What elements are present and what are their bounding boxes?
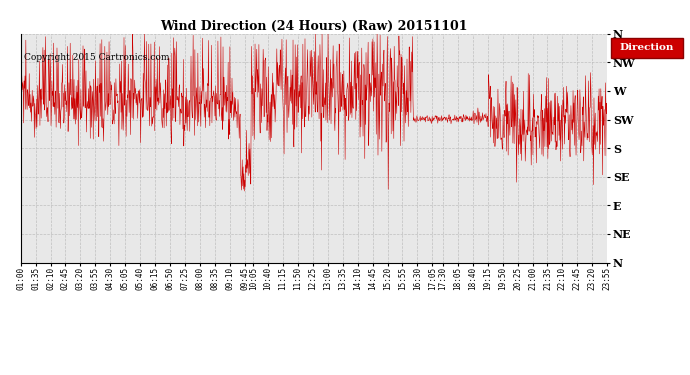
Title: Wind Direction (24 Hours) (Raw) 20151101: Wind Direction (24 Hours) (Raw) 20151101 [160, 20, 468, 33]
Text: Direction: Direction [620, 44, 674, 52]
Text: Copyright 2015 Cartronics.com: Copyright 2015 Cartronics.com [24, 53, 170, 62]
